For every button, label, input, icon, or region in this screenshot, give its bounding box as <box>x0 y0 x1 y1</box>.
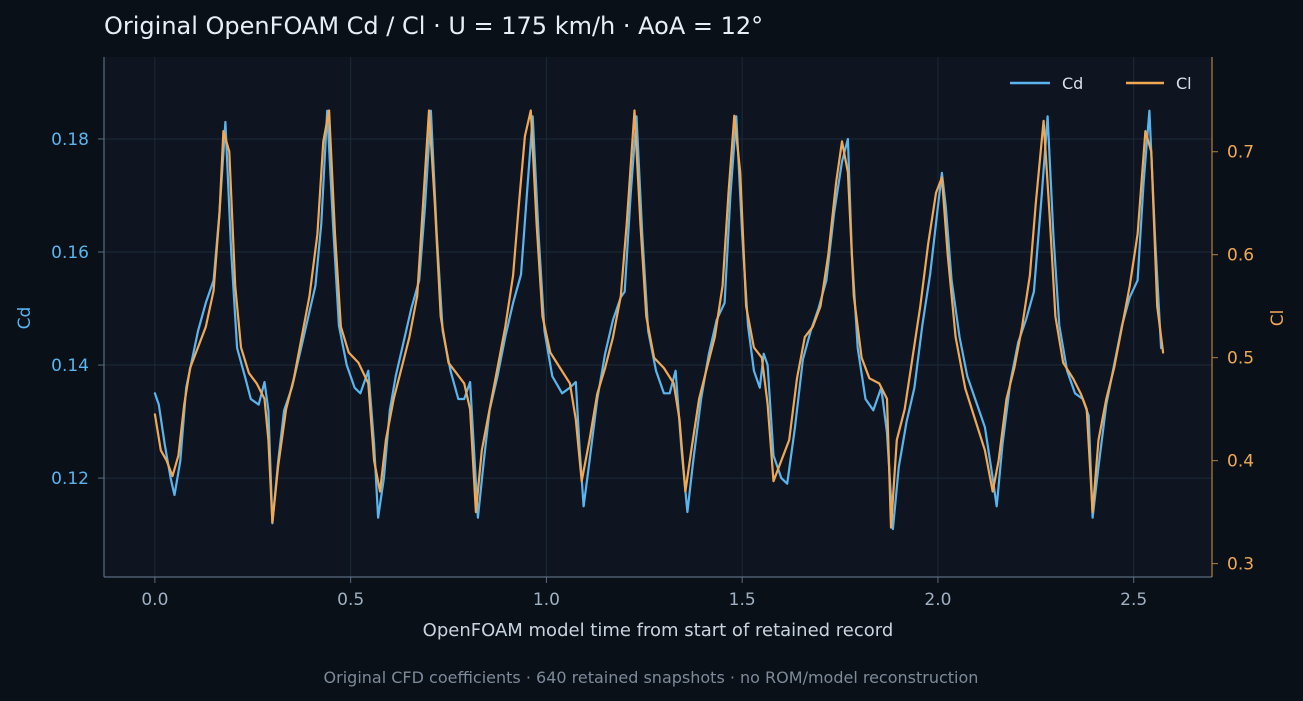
x-tick-label: 2.0 <box>924 590 951 610</box>
y-left-tick-label: 0.18 <box>51 130 89 150</box>
y-right-tick-label: 0.4 <box>1227 452 1254 472</box>
footnote: Original CFD coefficients · 640 retained… <box>324 668 979 687</box>
y-right-tick-label: 0.6 <box>1227 246 1254 266</box>
x-tick-label: 1.5 <box>729 590 756 610</box>
grid <box>104 57 1212 577</box>
x-tick-label: 0.0 <box>141 590 168 610</box>
x-tick-label: 0.5 <box>337 590 364 610</box>
legend-label-cl: Cl <box>1176 74 1192 93</box>
series-layer <box>153 109 1165 531</box>
x-tick-label: 2.5 <box>1120 590 1147 610</box>
legend-label-cd: Cd <box>1062 74 1083 93</box>
x-tick-label: 1.0 <box>533 590 560 610</box>
axes <box>103 57 1213 578</box>
series-line-cl <box>153 109 1165 529</box>
y-right-tick-label: 0.3 <box>1227 555 1254 575</box>
y-left-tick-label: 0.16 <box>51 243 89 263</box>
y-left-axis-label: Cd <box>15 307 35 330</box>
y-left-tick-label: 0.14 <box>51 356 89 376</box>
ticks: 0.0 0.5 1.0 1.5 2.0 2.5 0.12 0.14 0.16 0.18 0.3 0.4… <box>51 130 1254 610</box>
series-line-cd <box>153 109 1163 531</box>
y-left-tick-label: 0.12 <box>51 469 89 489</box>
chart-title: Original OpenFOAM Cd / Cl · U = 175 km/h… <box>104 12 763 40</box>
x-axis-label: OpenFOAM model time from start of retain… <box>423 620 894 641</box>
y-right-axis-label: Cl <box>1268 310 1288 327</box>
y-right-tick-label: 0.7 <box>1227 143 1254 163</box>
y-right-tick-label: 0.5 <box>1227 349 1254 369</box>
legend: Cd Cl <box>1010 74 1192 93</box>
